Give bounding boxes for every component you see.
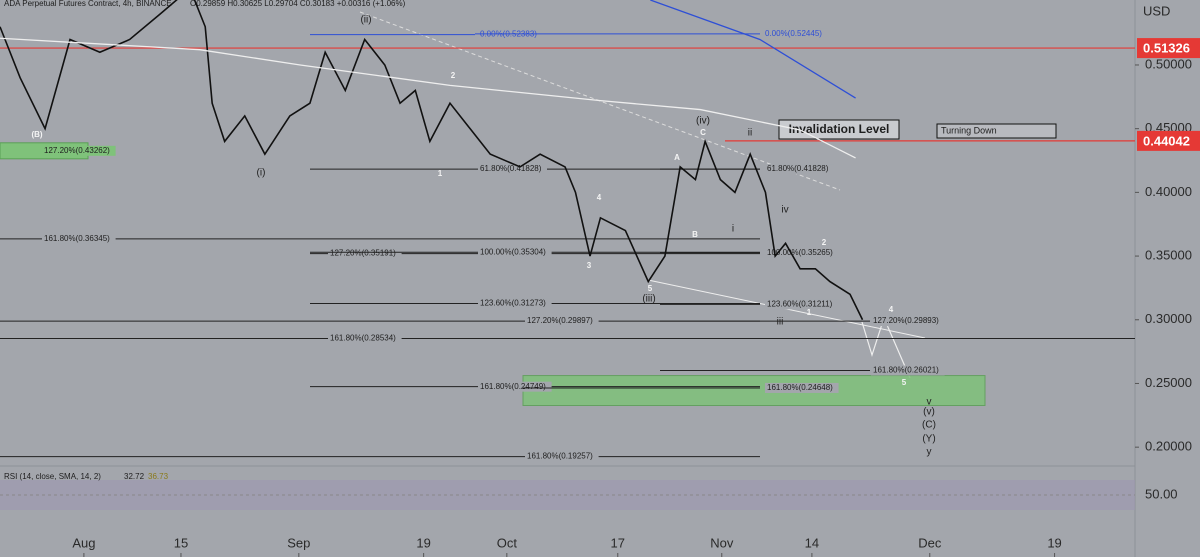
fib-label: 127.20%(0.29897) [527, 316, 593, 325]
fib-label: 127.20%(0.29893) [873, 316, 939, 325]
rsi-tick-label: 50.00 [1145, 486, 1178, 501]
y-axis-label: USD [1143, 3, 1170, 18]
chart-title: ADA Perpetual Futures Contract, 4h, BINA… [4, 0, 172, 8]
x-tick-label: Oct [497, 535, 518, 550]
level-label-bg [765, 247, 839, 258]
wave-label: (iv) [696, 116, 710, 127]
fib-label: 161.80%(0.19257) [527, 452, 593, 461]
level-label-bg [478, 298, 552, 309]
price-tag [1137, 38, 1200, 59]
wave-label: (i) [257, 168, 266, 179]
price-tag-label: 0.51326 [1143, 41, 1190, 56]
wave-label: i [732, 224, 734, 235]
level-label-bg [765, 164, 834, 175]
level-label-bg [765, 382, 839, 393]
annotation-box [936, 123, 1057, 139]
level-label-bg [525, 316, 599, 327]
level-label-bg [478, 29, 543, 40]
wave-label: 4 [597, 193, 602, 202]
wave-label: (ii) [360, 15, 371, 26]
wave-label: iii [777, 317, 784, 328]
x-tick-label: 19 [416, 535, 430, 550]
price-line-series [0, 37, 856, 159]
y-tick-label: 0.25000 [1145, 375, 1192, 390]
x-tick-label: 19 [1047, 535, 1061, 550]
y-tick-label: 0.20000 [1145, 439, 1192, 454]
wave-label: (Y) [922, 434, 935, 445]
wave-label: 5 [648, 284, 653, 293]
wave-label: 2 [822, 238, 827, 247]
level-label-bg [42, 145, 116, 156]
fib-label: 161.80%(0.24749) [480, 382, 546, 391]
fib-label: 123.60%(0.31273) [480, 299, 546, 308]
rsi-value: 32.72 [124, 472, 145, 481]
wave-label: 1 [438, 169, 443, 178]
x-tick-label: 15 [174, 535, 188, 550]
fib-label: 161.80%(0.24648) [767, 383, 833, 392]
fib-label: 61.80%(0.41828) [767, 164, 829, 173]
wave-label: 1 [807, 308, 812, 317]
level-label-bg [871, 316, 945, 327]
wave-label: (iii) [642, 294, 655, 305]
wave-label: 4 [889, 305, 894, 314]
wave-label: v [927, 397, 932, 408]
wave-label: (B) [31, 130, 42, 139]
price-tag [1137, 130, 1200, 151]
level-label-bg [525, 451, 599, 462]
level-label-bg [871, 365, 945, 376]
wave-label: ii [748, 128, 752, 139]
y-tick-label: 0.50000 [1145, 56, 1192, 71]
level-label-bg [765, 299, 839, 310]
x-tick-label: Sep [287, 535, 310, 550]
fib-label: 161.80%(0.26021) [873, 366, 939, 375]
level-label-bg [42, 233, 116, 244]
wave-label: y [927, 447, 932, 458]
wave-label: A [674, 153, 680, 162]
y-tick-label: 0.30000 [1145, 311, 1192, 326]
price-tag-label: 0.44042 [1143, 133, 1190, 148]
price-line-series [650, 0, 856, 99]
wave-label: 5 [902, 378, 907, 387]
x-tick-label: 14 [805, 535, 819, 550]
fib-label: 161.80%(0.28534) [330, 334, 396, 343]
annotation: Turning Down [941, 125, 997, 135]
x-tick-label: 17 [611, 535, 625, 550]
level-label-bg [478, 164, 547, 175]
rsi-label: RSI (14, close, SMA, 14, 2) [4, 472, 101, 481]
rsi-band [0, 480, 1135, 510]
level-label-bg [328, 248, 402, 259]
level-label-bg [478, 247, 552, 258]
x-tick-label: Nov [710, 535, 734, 550]
level-label-bg [328, 333, 402, 344]
fib-label: 127.20%(0.35191) [330, 249, 396, 258]
level-label-bg [763, 28, 828, 39]
wave-label: (C) [922, 420, 936, 431]
target-zone [522, 375, 986, 407]
ohlc-text: O0.29859 H0.30625 L0.29704 C0.30183 +0.0… [190, 0, 406, 8]
fib-label: 61.80%(0.41828) [480, 164, 542, 173]
y-tick-label: 0.35000 [1145, 248, 1192, 263]
y-tick-label: 0.40000 [1145, 184, 1192, 199]
wave-label: 2 [451, 71, 456, 80]
fib-label: 100.00%(0.35304) [480, 247, 546, 256]
wave-label: C [700, 128, 706, 137]
wave-label: B [692, 230, 698, 239]
fib-label: 0.00%(0.52445) [765, 29, 822, 38]
x-tick-label: Dec [918, 535, 942, 550]
x-tick-label: Aug [72, 535, 95, 550]
fib-label: 123.60%(0.31211) [767, 299, 833, 308]
wave-label: iv [781, 205, 788, 216]
annotation: Invalidation Level [789, 122, 890, 136]
fib-label: 127.20%(0.43262) [44, 146, 110, 155]
rsi-value: 36.73 [148, 472, 169, 481]
wave-label: (v) [923, 407, 935, 418]
fib-label: 161.80%(0.36345) [44, 234, 110, 243]
price-line-series [0, 0, 864, 321]
wave-label: 3 [587, 261, 592, 270]
fib-label: 100.00%(0.35265) [767, 248, 833, 257]
level-label-bg [478, 381, 552, 392]
